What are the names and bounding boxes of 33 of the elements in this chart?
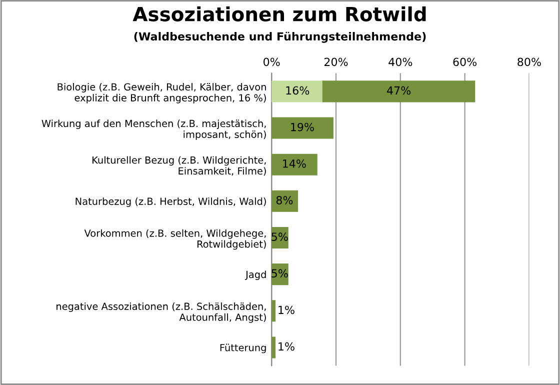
data-label: 19% [291,122,314,132]
x-tick-label: 60% [453,58,477,66]
y-tick-label: Fütterung [220,344,266,354]
bar [272,190,298,212]
y-tick-label: Wirkung auf den Menschen (z.B. majestätisch, imposant, schön) [42,120,266,140]
data-label: 1% [278,306,294,314]
y-tick-label: Naturbezug (z.B. Herbst, Wildnis, Wald) [76,197,266,207]
bar [272,264,288,286]
bar [272,80,324,102]
data-label: 8% [276,196,293,204]
bar [272,226,288,248]
x-tick-label: 0% [264,58,280,66]
data-label: 47% [386,86,411,95]
bar [272,336,276,358]
data-label: 14% [283,159,306,168]
data-label: 1% [278,342,294,351]
y-tick-label: Vorkommen (z.B. selten, Wildgehege, Rotwildgebiet) [84,229,266,250]
chart-title: Assoziationen zum Rotwild [132,6,426,22]
y-tick-label: Biologie (z.B. Geweih, Rudel, Kälber, davon explizit die Brunft angesprochen, 16 %) [58,83,266,104]
chart-subtitle: (Waldbesuchende und Führungsteilnehmende) [134,32,426,43]
x-tick-label: 80% [518,58,541,66]
bar [272,300,276,322]
bar [272,117,334,139]
y-tick-label: Kultureller Bezug (z.B. Wildgerichte, Einsamkeit, Filme) [92,156,266,176]
bar [272,154,318,176]
x-tick-label: 40% [388,58,412,66]
data-label: 5% [272,269,288,278]
data-label: 5% [272,232,288,241]
data-label: 16% [286,86,310,95]
bar [322,80,476,102]
y-tick-label: Jagd [245,270,266,280]
x-tick-label: 20% [324,58,348,66]
y-tick-label: negative Assoziationen (z.B. Schälschäden, Autounfall, Angst) [56,302,266,323]
